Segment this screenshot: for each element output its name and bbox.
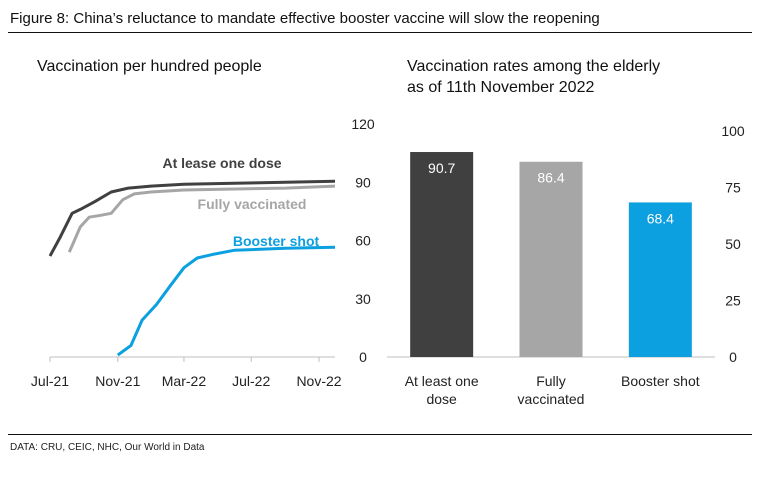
bar-category-label: Fully [536,373,566,389]
x-tick-label: Nov-21 [95,373,140,389]
series-label-1: At lease one dose [162,155,281,171]
line-chart-title: Vaccination per hundred people [37,58,262,75]
series-line-1 [48,179,336,257]
bar-value-label-2: 86.4 [537,170,564,186]
bottom-divider [8,434,752,435]
right-y-tick-label: 0 [729,349,737,365]
right-y-tick-label: 25 [725,293,741,309]
series-label-2: Fully vaccinated [198,196,307,212]
bar-category-label: dose [426,391,457,407]
x-tick-label: Mar-22 [162,373,207,389]
bar-value-label-1: 90.7 [428,160,455,176]
left-y-tick-label: 60 [355,233,371,249]
x-tick-label: Jul-21 [31,373,69,389]
right-y-tick-label: 75 [725,180,741,196]
bar-category-label: At least one [405,373,479,389]
bar-chart: 0 25 50 75 100 90.7 At least one dose 86.4 Fully v… [387,123,745,407]
left-y-tick-label: 30 [355,291,371,307]
bar-value-label-3: 68.4 [647,210,674,226]
right-y-tick-label: 100 [721,123,745,139]
bar-category-label: vaccinated [518,391,585,407]
bar-chart-title-line-1: Vaccination rates among the elderly [407,58,660,75]
bar-category-label: Booster shot [621,373,700,389]
series-line-3 [116,245,336,357]
right-y-tick-label: 50 [725,236,741,252]
left-y-tick-label: 90 [355,174,371,190]
figure-title: Figure 8: China’s reluctance to mandate … [10,10,600,27]
bar-1 [410,152,474,357]
bar-3 [628,202,692,357]
data-source-note: DATA: CRU, CEIC, NHC, Our World in Data [10,442,205,453]
left-y-tick-label: 0 [359,349,367,365]
bar-2 [519,161,583,357]
top-divider [8,32,752,33]
series-line-2 [67,184,336,253]
series-label-3: Booster shot [233,233,320,249]
bar-chart-title-line-2: as of 11th November 2022 [407,79,594,96]
x-tick-label: Nov-22 [296,373,341,389]
x-tick-label: Jul-22 [232,373,270,389]
line-chart: Jul-21 Nov-21 Mar-22 Jul-22 Nov-22 0 30 60 90 120… [31,116,375,389]
left-y-tick-label: 120 [351,116,375,132]
